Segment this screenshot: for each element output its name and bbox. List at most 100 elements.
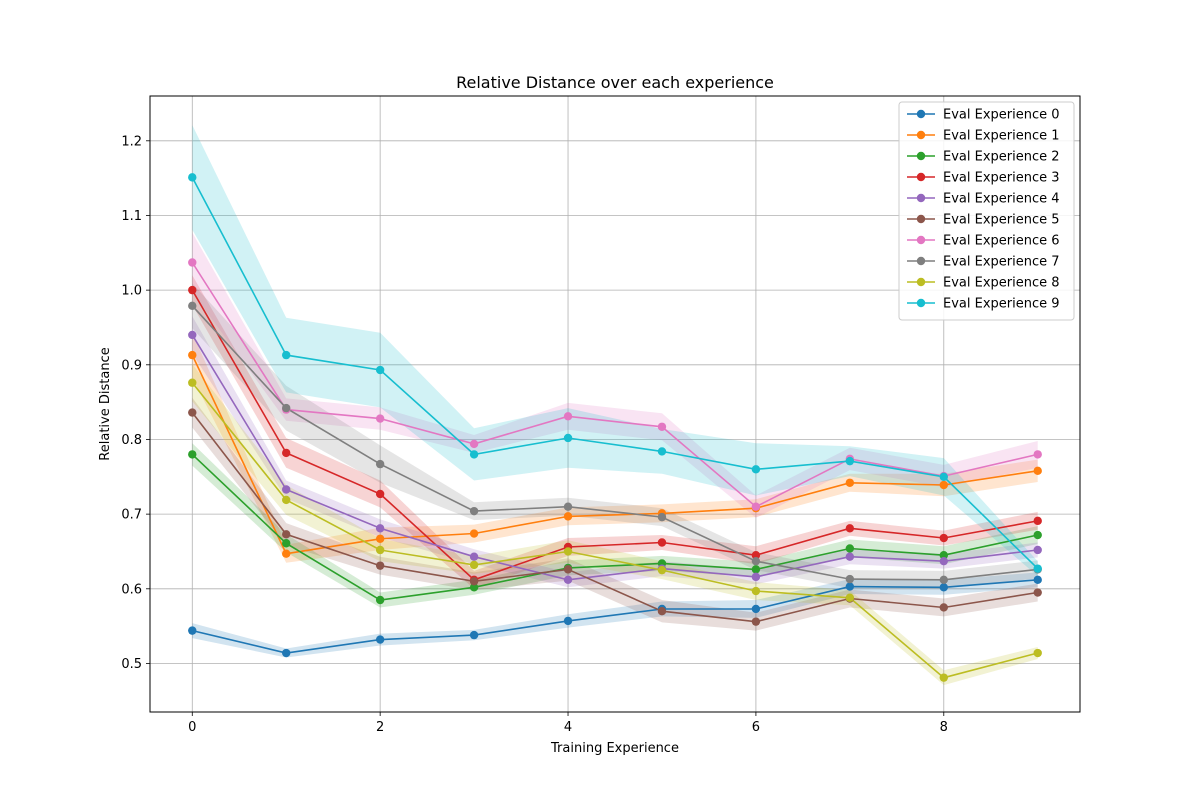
data-point	[188, 450, 197, 459]
data-point	[188, 173, 197, 182]
y-axis-label: Relative Distance	[98, 347, 113, 460]
data-point	[563, 433, 573, 443]
data-point	[469, 506, 479, 516]
legend-marker	[916, 193, 926, 203]
x-tick-label: 0	[188, 720, 196, 735]
y-tick-label: 0.6	[121, 582, 142, 597]
data-point	[751, 565, 761, 574]
data-point	[282, 495, 291, 505]
data-point	[845, 544, 855, 553]
x-axis-ticks: 0 2 4 6 8	[188, 712, 948, 735]
data-point	[188, 350, 197, 360]
data-point	[845, 574, 855, 584]
data-point	[188, 258, 197, 267]
data-point	[845, 456, 855, 466]
legend-marker	[916, 214, 926, 224]
y-tick-label: 0.7	[121, 508, 142, 523]
data-point	[1033, 588, 1042, 597]
legend-item: Eval Experience 4	[907, 192, 1060, 207]
data-point	[375, 545, 385, 555]
y-axis-ticks: 0.5 0.6 0.7 0.8 0.9 1.0 1.1 1.2	[121, 134, 150, 672]
data-point	[469, 552, 479, 561]
data-point	[188, 378, 197, 387]
series-line-6	[191, 262, 1038, 508]
data-point	[188, 301, 197, 311]
data-point	[282, 350, 291, 360]
data-point	[1033, 530, 1042, 540]
data-point	[375, 635, 385, 644]
y-tick-label: 0.9	[121, 358, 142, 373]
series-band-1	[192, 332, 1038, 563]
series-line-3	[191, 289, 1038, 581]
data-point	[282, 448, 291, 458]
data-point	[751, 502, 761, 511]
data-point	[375, 595, 385, 605]
legend-box	[898, 101, 1075, 321]
series-band-3	[192, 275, 1038, 589]
data-point	[375, 365, 385, 375]
y-tick-label: 0.8	[121, 433, 142, 448]
legend-marker	[916, 130, 926, 140]
data-point	[657, 538, 667, 547]
data-point	[751, 465, 761, 474]
data-point	[469, 560, 479, 570]
data-point	[563, 512, 573, 521]
legend-label: Eval Experience 4	[943, 192, 1060, 207]
data-point	[657, 512, 667, 522]
data-point	[939, 603, 948, 612]
data-point	[845, 593, 855, 602]
data-point	[188, 285, 197, 295]
data-point	[469, 439, 479, 449]
series-points	[188, 173, 1042, 682]
legend-label: Eval Experience 8	[943, 276, 1060, 291]
legend-label: Eval Experience 5	[943, 213, 1060, 228]
y-tick-label: 0.5	[121, 657, 142, 672]
legend-item: Eval Experience 8	[907, 276, 1060, 291]
legend-label: Eval Experience 9	[943, 297, 1060, 312]
data-point	[375, 414, 385, 423]
data-point	[1033, 575, 1042, 585]
data-point	[751, 586, 761, 596]
legend-marker	[916, 256, 926, 266]
data-point	[1033, 450, 1042, 459]
legend-item: Eval Experience 9	[907, 297, 1060, 312]
data-point	[845, 524, 855, 533]
data-point	[657, 565, 667, 575]
legend-item: Eval Experience 3	[907, 171, 1060, 186]
data-point	[282, 485, 291, 494]
chart-title: Relative Distance over each experience	[456, 73, 774, 92]
legend-label: Eval Experience 7	[943, 255, 1060, 270]
data-point	[1033, 648, 1042, 658]
legend-marker	[916, 172, 926, 182]
series-band-7	[192, 283, 1038, 589]
x-tick-label: 8	[940, 720, 948, 735]
series-line-0	[192, 579, 1038, 654]
data-point	[1033, 516, 1042, 526]
legend-marker	[916, 298, 926, 308]
legend-marker	[916, 235, 926, 245]
series-line-9	[191, 177, 1039, 570]
data-point	[751, 617, 761, 626]
legend-item: Eval Experience 5	[907, 213, 1060, 228]
data-point	[469, 630, 479, 640]
data-point	[939, 472, 948, 481]
data-point	[563, 502, 573, 511]
data-point	[188, 330, 197, 340]
data-point	[939, 551, 948, 560]
x-tick-label: 4	[564, 720, 572, 735]
legend-item: Eval Experience 0	[907, 108, 1060, 123]
data-point	[375, 561, 385, 570]
series-band-5	[192, 397, 1038, 631]
legend-item: Eval Experience 2	[907, 150, 1060, 165]
data-point	[939, 556, 948, 566]
data-point	[188, 408, 197, 417]
series-line-7	[191, 305, 1038, 581]
data-point	[563, 575, 573, 585]
data-point	[282, 530, 291, 539]
legend-label: Eval Experience 2	[943, 150, 1060, 165]
series-line-5	[191, 412, 1038, 623]
data-point	[563, 565, 573, 574]
data-point	[469, 450, 479, 459]
legend-item: Eval Experience 1	[907, 129, 1060, 144]
